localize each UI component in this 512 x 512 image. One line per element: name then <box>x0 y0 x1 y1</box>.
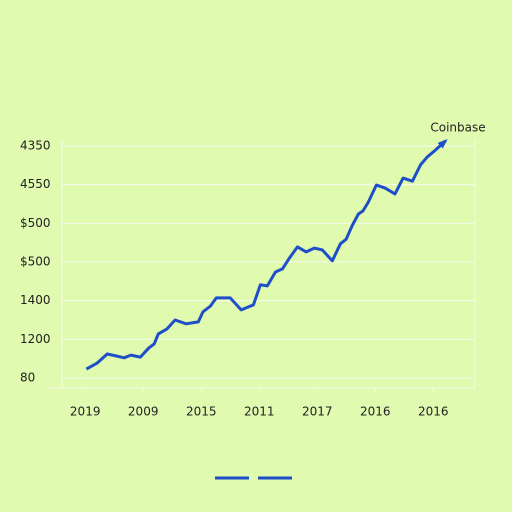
y-tick-label: $500 <box>20 254 51 268</box>
x-tick-label: 2016 <box>418 405 449 419</box>
data-line <box>85 139 447 371</box>
arrow-head <box>437 138 448 149</box>
y-tick-label: 1400 <box>20 293 51 307</box>
y-tick-label: 80 <box>20 370 35 384</box>
x-tick-label: 2019 <box>70 405 101 419</box>
y-tick-label: 1200 <box>20 332 51 346</box>
annotation: Coinbase <box>430 121 485 135</box>
x-tick-label: 2009 <box>128 405 159 419</box>
x-tick-label: 2016 <box>360 405 391 419</box>
y-tick-label: 4550 <box>20 177 51 191</box>
x-tick-label: 2011 <box>244 405 275 419</box>
x-tick-label: 2015 <box>186 405 217 419</box>
y-tick-label: $500 <box>20 216 51 230</box>
x-tick-label: 2017 <box>302 405 333 419</box>
y-tick-label: 4350 <box>20 139 51 153</box>
